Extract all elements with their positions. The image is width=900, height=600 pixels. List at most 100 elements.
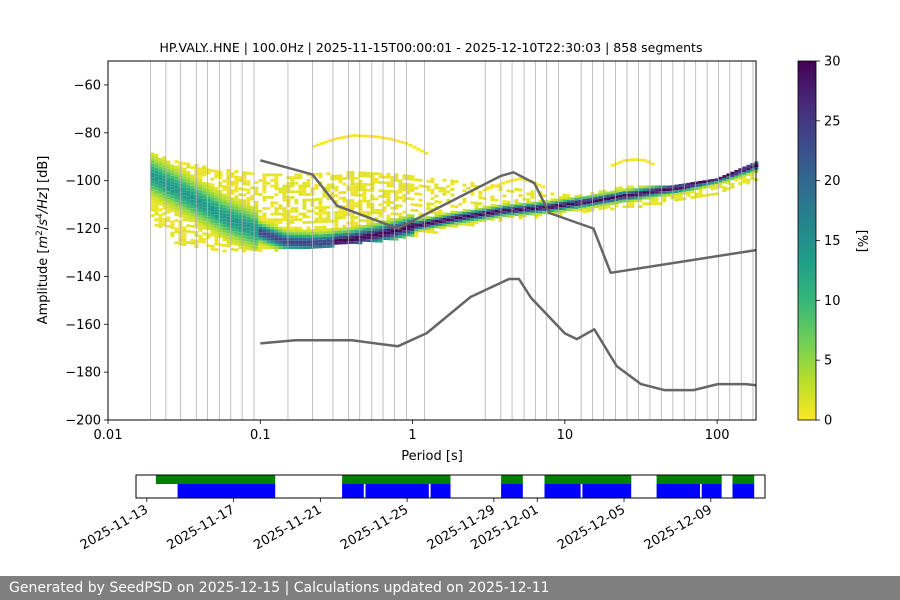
psd-cell	[290, 195, 295, 199]
psd-cell	[254, 234, 259, 238]
psd-cell	[710, 187, 715, 191]
psd-cell	[238, 223, 243, 227]
psd-cell	[386, 192, 391, 196]
psd-cell	[202, 198, 207, 202]
psd-cell	[266, 229, 271, 233]
psd-cell	[162, 164, 167, 168]
psd-cell	[286, 232, 291, 236]
psd-cell	[486, 208, 491, 212]
psd-cell	[470, 209, 475, 213]
psd-cell	[238, 243, 243, 247]
psd-cell	[466, 220, 471, 224]
psd-cell	[294, 181, 299, 185]
psd-cell	[674, 193, 679, 196]
psd-cell	[470, 223, 475, 227]
psd-cell	[350, 241, 355, 244]
timeline-green-segment	[544, 475, 632, 484]
psd-cell	[666, 191, 671, 194]
psd-cell	[334, 241, 339, 245]
psd-cell	[182, 240, 187, 244]
psd-cell	[222, 213, 227, 216]
psd-cell	[274, 235, 279, 238]
psd-cell	[182, 192, 187, 196]
psd-cell	[210, 194, 215, 198]
x-tick-label: 0.01	[94, 428, 123, 443]
psd-cell	[242, 238, 247, 242]
psd-cell	[230, 242, 235, 246]
psd-cell	[606, 205, 611, 209]
psd-cell	[298, 240, 303, 244]
psd-cell	[174, 207, 179, 211]
psd-cell	[478, 196, 483, 200]
psd-cell	[230, 233, 235, 237]
psd-cell	[206, 210, 211, 214]
psd-cell	[238, 232, 243, 236]
psd-cell	[218, 190, 223, 193]
psd-cell	[154, 153, 159, 157]
psd-cell	[166, 166, 171, 169]
psd-cell	[554, 206, 559, 210]
psd-cell	[562, 199, 567, 203]
psd-cell	[398, 204, 403, 208]
psd-cell	[686, 191, 691, 194]
psd-cell	[210, 216, 215, 220]
psd-cell	[494, 212, 499, 216]
psd-cell	[370, 194, 375, 198]
psd-outlier-cell	[380, 136, 385, 140]
psd-cell	[158, 222, 163, 226]
psd-cell	[246, 188, 251, 192]
psd-cell	[706, 182, 711, 186]
psd-cell	[210, 188, 215, 192]
psd-cell	[550, 203, 555, 207]
psd-cell	[750, 163, 755, 166]
psd-cell	[318, 206, 323, 210]
psd-outlier-cell	[320, 142, 325, 145]
psd-cell	[282, 207, 287, 210]
psd-cell	[402, 196, 407, 200]
psd-cell	[226, 205, 231, 209]
psd-cell	[526, 206, 531, 210]
psd-cell	[410, 197, 415, 201]
psd-cell	[598, 207, 603, 210]
psd-cell	[742, 177, 747, 181]
psd-cell	[154, 167, 159, 171]
psd-cell	[418, 220, 423, 224]
psd-cell	[234, 184, 239, 187]
psd-cell	[314, 237, 319, 241]
psd-cell	[150, 155, 155, 159]
psd-cell	[394, 207, 399, 210]
psd-cell	[162, 223, 167, 227]
psd-cell	[162, 173, 167, 176]
psd-cell	[374, 217, 379, 220]
psd-cell	[426, 221, 431, 225]
psd-cell	[226, 208, 231, 211]
psd-cell	[330, 239, 335, 243]
psd-cell	[254, 189, 259, 193]
psd-cell	[702, 183, 707, 186]
psd-cell	[350, 171, 355, 174]
psd-cell	[574, 209, 579, 212]
timeline-blue-segment	[365, 484, 429, 498]
psd-cell	[202, 207, 207, 210]
psd-cell	[158, 160, 163, 164]
psd-cell	[354, 221, 359, 225]
psd-cell	[654, 196, 659, 200]
psd-cell	[406, 219, 411, 223]
psd-cell	[314, 242, 319, 246]
psd-cell	[474, 201, 479, 205]
psd-cell	[322, 245, 327, 249]
psd-cell	[274, 232, 279, 236]
psd-cell	[706, 193, 711, 197]
psd-cell	[350, 215, 355, 219]
psd-cell	[278, 204, 283, 208]
psd-cell	[390, 220, 395, 224]
psd-cell	[506, 200, 511, 204]
psd-cell	[454, 213, 459, 217]
psd-cell	[558, 196, 563, 199]
psd-cell	[250, 222, 255, 226]
psd-cell	[274, 181, 279, 185]
psd-cell	[338, 216, 343, 220]
psd-cell	[242, 176, 247, 180]
psd-cell	[482, 211, 487, 214]
psd-cell	[646, 188, 651, 192]
